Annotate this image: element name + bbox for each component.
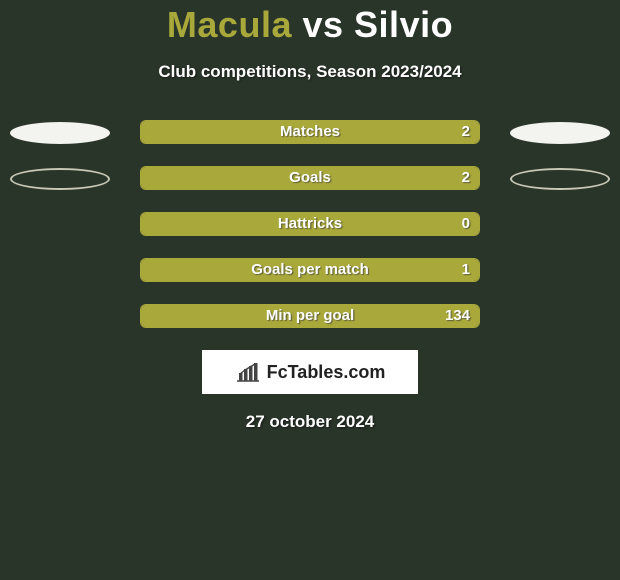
stat-row: Goals2 — [0, 166, 620, 190]
stat-row: Min per goal134 — [0, 304, 620, 328]
stat-bar-fill — [141, 213, 479, 235]
logo-text: FcTables.com — [267, 362, 386, 383]
stat-bar-shell — [140, 212, 480, 236]
stat-row: Matches2 — [0, 120, 620, 144]
subtitle: Club competitions, Season 2023/2024 — [0, 62, 620, 82]
left-ellipse — [10, 122, 110, 144]
stat-bar-shell — [140, 120, 480, 144]
left-ellipse — [10, 168, 110, 190]
stat-bar-fill — [141, 121, 479, 143]
stat-bar-fill — [141, 305, 479, 327]
stat-row: Goals per match1 — [0, 258, 620, 282]
vs-text: vs — [302, 4, 343, 45]
player1-name: Macula — [167, 4, 292, 45]
date-text: 27 october 2024 — [0, 412, 620, 432]
right-ellipse — [510, 168, 610, 190]
stat-bar-shell — [140, 166, 480, 190]
stat-rows-container: Matches2 Goals2 Hattricks0 Goals per match1… — [0, 120, 620, 328]
stat-bar-shell — [140, 258, 480, 282]
stat-row: Hattricks0 — [0, 212, 620, 236]
stat-bar-fill — [141, 167, 479, 189]
right-ellipse — [510, 122, 610, 144]
logo-box: FcTables.com — [202, 350, 418, 394]
comparison-title: Macula vs Silvio — [0, 0, 620, 46]
stat-bar-fill — [141, 259, 479, 281]
player2-name: Silvio — [354, 4, 453, 45]
bar-chart-icon — [235, 361, 261, 383]
stat-bar-shell — [140, 304, 480, 328]
